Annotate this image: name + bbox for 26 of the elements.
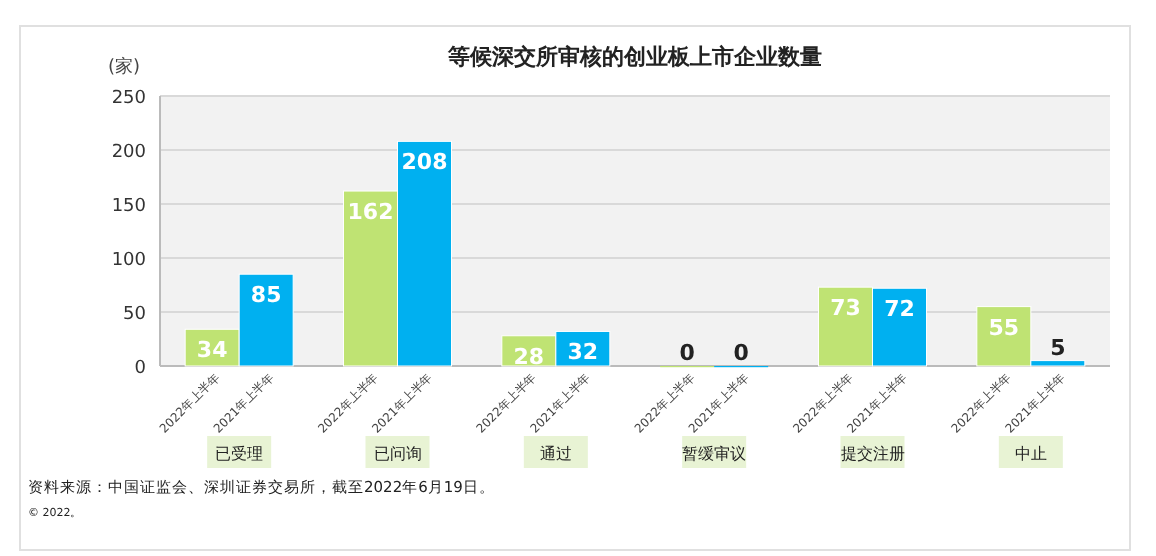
data-label: 0 — [679, 340, 696, 366]
chart-title: 等候深交所审核的创业板上市企业数量 — [446, 44, 822, 70]
x-tick-label: 中止 — [1014, 445, 1047, 463]
x-tick-label: 通过 — [539, 445, 572, 463]
y-tick-label: 50 — [123, 305, 147, 325]
data-label: 34 — [196, 337, 229, 364]
x-tick-label: 提交注册 — [840, 445, 905, 463]
data-label: 85 — [250, 282, 282, 309]
data-label: 55 — [988, 314, 1020, 341]
y-tick-label: 250 — [111, 89, 147, 109]
data-label: 28 — [513, 343, 545, 370]
y-tick-label: 0 — [134, 359, 147, 379]
y-tick-label: 200 — [111, 143, 147, 163]
data-label: 32 — [567, 339, 599, 366]
x-tick-label: 已问询 — [373, 445, 422, 463]
data-label: 208 — [401, 149, 448, 176]
x-tick-label: 已受理 — [215, 445, 264, 463]
data-label: 5 — [1050, 334, 1066, 361]
x-tick-label: 暂缓审议 — [682, 445, 747, 463]
data-label: 72 — [884, 296, 915, 323]
y-tick-label: 150 — [111, 197, 147, 217]
data-label: 162 — [347, 199, 394, 226]
y-axis-title: (家) — [107, 56, 141, 78]
y-tick-label: 100 — [111, 251, 147, 271]
data-label: 0 — [733, 340, 750, 366]
data-label: 73 — [830, 295, 861, 322]
